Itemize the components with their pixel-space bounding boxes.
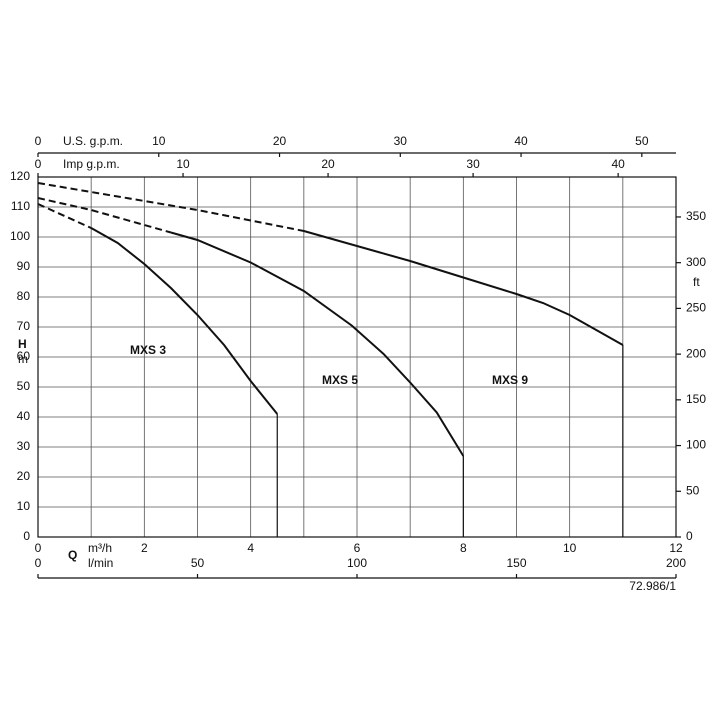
us-gpm-tick-label: 50 [635, 134, 649, 148]
y-tick-label: 70 [17, 319, 31, 333]
y-axis-symbol: H [18, 337, 27, 351]
plot-frame [37, 176, 677, 538]
y-tick-label: 30 [17, 439, 31, 453]
y2-tick-label: 300 [686, 255, 706, 269]
y-tick-label: 90 [17, 259, 31, 273]
imp-gpm-tick-label: 30 [466, 157, 480, 171]
y-tick-label: 110 [11, 199, 30, 213]
y-tick-label: 50 [17, 379, 31, 393]
y-axis-unit: m [18, 352, 28, 366]
y-tick-label: 10 [17, 499, 31, 513]
us-gpm-tick-label: 30 [394, 134, 408, 148]
lmin-tick-label: 0 [35, 556, 42, 570]
x-tick-label: 2 [141, 541, 148, 555]
imp-gpm-tick-label: 40 [611, 157, 625, 171]
lmin-tick-label: 50 [191, 556, 205, 570]
y2-axis-label: ft [693, 275, 700, 289]
imp-gpm-axis-label: Imp g.p.m. [63, 157, 120, 171]
x-axis-symbol: Q [68, 548, 77, 562]
curve-label: MXS 3 [130, 343, 166, 357]
lmin-tick-label: 150 [506, 556, 526, 570]
x-tick-label: 6 [354, 541, 361, 555]
y2-tick-label: 100 [686, 438, 706, 452]
x-tick-label: 0 [35, 541, 42, 555]
x-tick-label: 8 [460, 541, 467, 555]
us-gpm-axis-label: U.S. g.p.m. [63, 134, 123, 148]
curve [303, 230, 624, 346]
curve-label: MXS 5 [322, 373, 358, 387]
y-tick-label: 20 [17, 469, 31, 483]
y2-tick-label: 250 [686, 301, 706, 315]
lmin-tick-label: 200 [666, 556, 686, 570]
lmin-tick-label: 100 [347, 556, 367, 570]
y2-tick-label: 150 [686, 392, 706, 406]
lmin-axis-label: l/min [88, 556, 113, 570]
us-gpm-tick-label: 20 [273, 134, 287, 148]
y2-tick-label: 200 [686, 346, 706, 360]
y2-tick-label: 50 [686, 483, 700, 497]
curve [37, 203, 92, 229]
y-tick-label: 80 [17, 289, 31, 303]
y-tick-label: 0 [23, 529, 30, 543]
curve [90, 227, 279, 415]
y-tick-label: 120 [10, 169, 30, 183]
reference-code: 72.986/1 [629, 579, 676, 593]
x-tick-label: 10 [563, 541, 577, 555]
y-tick-label: 60 [17, 349, 31, 363]
curve [170, 231, 465, 457]
y2-tick-label: 0 [686, 529, 693, 543]
y-tick-label: 40 [17, 409, 31, 423]
x-axis-unit: m³/h [88, 541, 112, 555]
curve [37, 197, 172, 234]
us-gpm-tick-label: 0 [35, 134, 42, 148]
x-tick-label: 12 [669, 541, 683, 555]
x-tick-label: 4 [247, 541, 254, 555]
y-tick-label: 100 [10, 229, 30, 243]
imp-gpm-tick-label: 0 [35, 157, 42, 171]
us-gpm-tick-label: 10 [152, 134, 166, 148]
us-gpm-tick-label: 40 [514, 134, 528, 148]
imp-gpm-tick-label: 20 [321, 157, 335, 171]
imp-gpm-tick-label: 10 [176, 157, 190, 171]
curve-label: MXS 9 [492, 373, 528, 387]
y2-tick-label: 350 [686, 209, 706, 223]
curve [37, 182, 305, 232]
